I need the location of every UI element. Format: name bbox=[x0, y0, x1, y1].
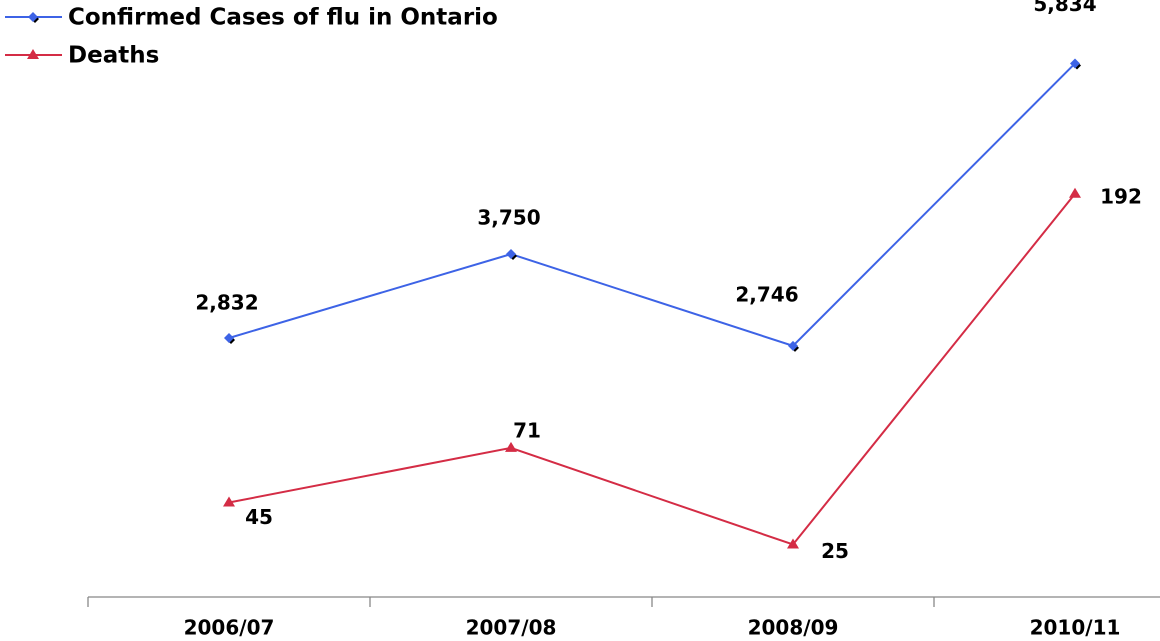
x-tick-label: 2007/08 bbox=[466, 616, 557, 640]
x-tick-label: 2006/07 bbox=[184, 616, 275, 640]
series-line bbox=[228, 193, 1076, 546]
marker bbox=[787, 538, 799, 549]
marker bbox=[27, 49, 39, 59]
data-label: 45 bbox=[245, 505, 273, 529]
marker bbox=[223, 496, 235, 507]
x-tick-label: 2008/09 bbox=[748, 616, 839, 640]
data-label: 5,834 bbox=[1033, 0, 1096, 16]
series-line bbox=[228, 62, 1076, 348]
data-label: 25 bbox=[821, 539, 849, 563]
marker bbox=[506, 249, 516, 260]
data-label: 2,832 bbox=[195, 291, 258, 315]
x-tick-label: 2010/11 bbox=[1030, 616, 1121, 640]
marker bbox=[788, 340, 798, 351]
marker bbox=[1069, 187, 1081, 198]
data-label: 71 bbox=[513, 418, 541, 442]
marker bbox=[224, 333, 234, 344]
data-label: 192 bbox=[1100, 184, 1142, 208]
legend-label: Confirmed Cases of flu in Ontario bbox=[68, 5, 498, 31]
marker bbox=[1070, 58, 1080, 69]
legend-label: Deaths bbox=[68, 43, 159, 69]
data-label: 3,750 bbox=[477, 206, 540, 230]
data-label: 2,746 bbox=[735, 282, 798, 306]
marker bbox=[28, 12, 38, 22]
marker bbox=[505, 441, 517, 452]
